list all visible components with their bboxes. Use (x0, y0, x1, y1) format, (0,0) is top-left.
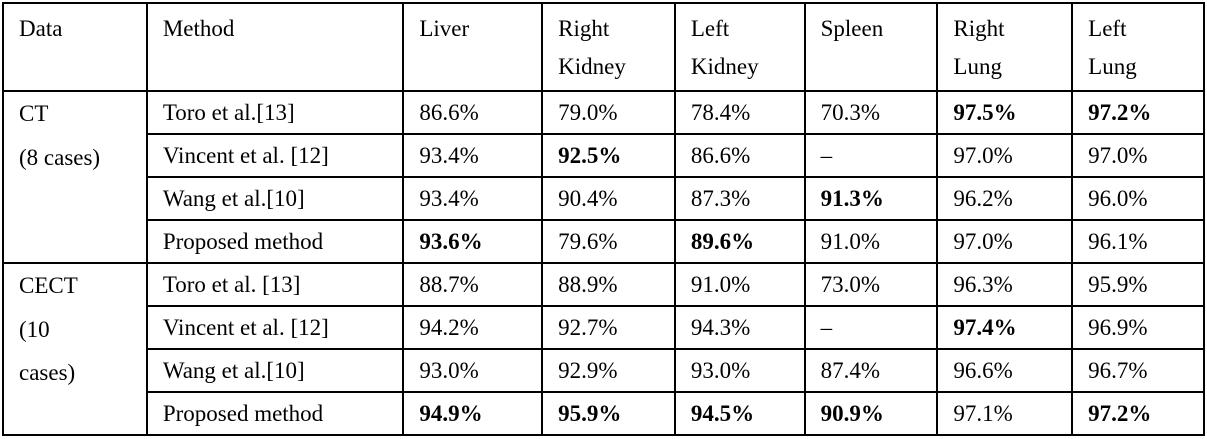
value-cell: 95.9% (1071, 262, 1205, 307)
table-body: CT (8 cases) Toro et al.[13] 86.6% 79.0% 78.4… (2, 90, 1205, 436)
table-row: Vincent et al. [12] 94.2% 92.7% 94.3% –97.4%… (3, 305, 1205, 350)
value-cell: 91.3% (803, 176, 939, 221)
method-cell: Vincent et al. [12] (145, 305, 405, 350)
data-group-label-line: cases) (19, 360, 76, 385)
table-row: Proposed method 93.6% 79.6% 89.6% 91.0% 97.0%… (3, 219, 1205, 264)
header-row: Data Method Liver Right Kidney Left Kidney Sp… (2, 2, 1205, 92)
value-cell: 94.3% (673, 305, 806, 350)
table-head: Data Method Liver Right Kidney Left Kidney Sp… (2, 2, 1205, 92)
value-cell: – (803, 305, 939, 350)
data-group-label-line: (10 (19, 316, 50, 342)
value-cell: 90.4% (541, 176, 676, 221)
value-cell: 79.6% (541, 219, 676, 264)
value-cell: 89.6% (673, 219, 806, 264)
value-cell: 78.4% (673, 90, 806, 135)
value-cell: 94.9% (402, 391, 544, 436)
value-cell: 95.9% (541, 391, 676, 436)
value-cell: 87.3% (673, 176, 806, 221)
value-cell: 92.7% (541, 305, 676, 350)
method-cell: Wang et al.[10] (145, 348, 405, 393)
method-cell: Proposed method (145, 219, 405, 264)
data-group-label-1: CECT (10 cases) (2, 262, 148, 436)
data-group-label-line: (8 cases) (19, 144, 101, 170)
method-cell: Wang et al.[10] (145, 176, 405, 221)
table-row: CECT (10 cases) Toro et al. [13] 88.7% 88.9% 9… (2, 262, 1205, 436)
value-cell: 97.2% (1071, 90, 1205, 135)
value-cell: 88.7% (402, 262, 544, 307)
value-cell: 97.0% (1071, 133, 1205, 178)
method-cell: Toro et al.[13] (145, 90, 405, 135)
value-cell: 92.9% (541, 348, 676, 393)
column-header-6: Right Lung (936, 2, 1074, 92)
value-cell: 88.9% (541, 262, 676, 307)
value-cell: 93.4% (402, 176, 544, 221)
value-cell: 97.1% (936, 391, 1074, 436)
column-header-1: Method (145, 2, 405, 92)
data-group-label-line: CECT (19, 273, 78, 298)
value-cell: 94.2% (402, 305, 544, 350)
table-row: CT (8 cases) Toro et al.[13] 86.6% 79.0% 78.4… (2, 90, 1205, 264)
value-cell: 96.3% (936, 262, 1074, 307)
value-cell: 96.9% (1071, 305, 1205, 350)
value-cell: 96.7% (1071, 348, 1205, 393)
column-header-0: Data (2, 2, 148, 92)
value-cell: 70.3% (803, 90, 939, 135)
value-cell: 94.5% (673, 391, 806, 436)
table-row: Wang et al.[10] 93.0% 92.9% 93.0% 87.4% 96.6%… (3, 348, 1205, 393)
value-cell: 97.2% (1071, 391, 1205, 436)
method-cell: Proposed method (145, 391, 405, 436)
table-row: Proposed method 94.9% 95.9% 94.5% 90.9% 97.1%… (3, 391, 1205, 436)
value-cell: 93.4% (402, 133, 544, 178)
column-header-3: Right Kidney (541, 2, 676, 92)
value-cell: 97.5% (936, 90, 1074, 135)
value-cell: 93.0% (402, 348, 544, 393)
value-cell: 87.4% (803, 348, 939, 393)
column-header-5: Spleen (803, 2, 939, 92)
value-cell: 91.0% (803, 219, 939, 264)
value-cell: – (803, 133, 939, 178)
column-header-7: Left Lung (1071, 2, 1205, 92)
value-cell: 96.6% (936, 348, 1074, 393)
value-cell: 91.0% (673, 262, 806, 307)
value-cell: 96.2% (936, 176, 1074, 221)
method-cell: Toro et al. [13] (145, 262, 405, 307)
value-cell: 97.0% (936, 219, 1074, 264)
data-group-label-line: CT (19, 101, 49, 126)
column-header-2: Liver (402, 2, 544, 92)
table-row: Vincent et al. [12] 93.4% 92.5% 86.6% –97.0%… (3, 133, 1205, 178)
value-cell: 86.6% (673, 133, 806, 178)
value-cell: 79.0% (541, 90, 676, 135)
value-cell: 73.0% (803, 262, 939, 307)
value-cell: 86.6% (402, 90, 544, 135)
value-cell: 92.5% (541, 133, 676, 178)
value-cell: 96.1% (1071, 219, 1205, 264)
table-row: Wang et al.[10] 93.4% 90.4% 87.3% 91.3% 96.2%… (3, 176, 1205, 221)
value-cell: 96.0% (1071, 176, 1205, 221)
method-cell: Vincent et al. [12] (145, 133, 405, 178)
value-cell: 93.0% (673, 348, 806, 393)
column-header-4: Left Kidney (673, 2, 806, 92)
value-cell: 93.6% (402, 219, 544, 264)
data-group-label-0: CT (8 cases) (2, 90, 148, 264)
value-cell: 97.0% (936, 133, 1074, 178)
value-cell: 90.9% (803, 391, 939, 436)
value-cell: 97.4% (936, 305, 1074, 350)
